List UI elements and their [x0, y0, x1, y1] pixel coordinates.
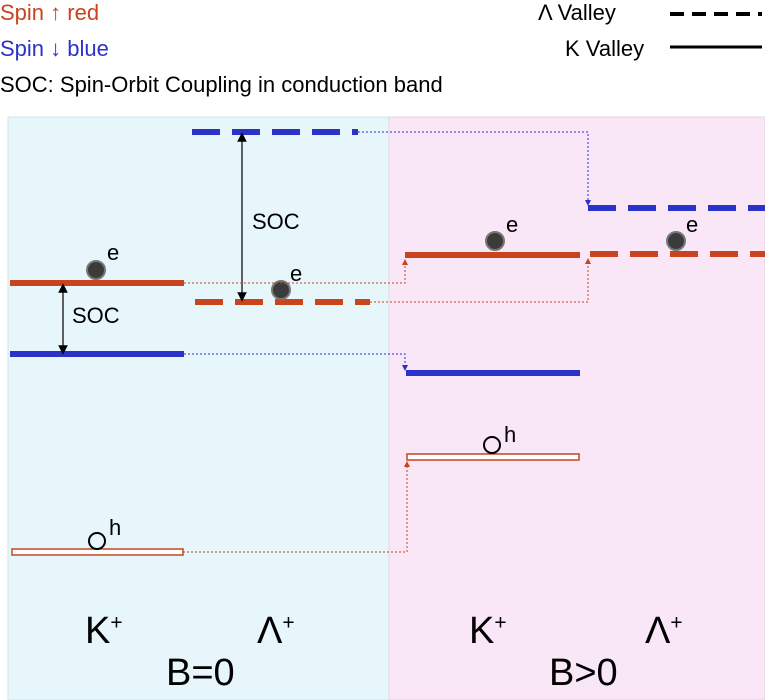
panel-label-b0: B=0: [166, 652, 235, 694]
legend-spin-down: Spin ↓ blue: [0, 36, 109, 61]
hole-label-k-bpos: h: [504, 422, 517, 447]
legend-lambda-valley: Λ Valley: [538, 0, 616, 25]
hole-k-bpos: [483, 436, 501, 454]
k-hole-level-b: [406, 453, 580, 461]
legend-spin-up: Spin ↑ red: [0, 0, 100, 25]
electron-label-lambda-bpos: e: [686, 212, 699, 237]
panel-bpos: [388, 116, 765, 700]
hole-k-b0: [88, 532, 106, 550]
electron-k-b0: [86, 260, 106, 280]
legend-k-valley: K Valley: [565, 36, 645, 61]
shift-k-spin-up: [184, 259, 408, 284]
electron-lambda-bpos: [666, 231, 686, 251]
shift-k-spin-down: [184, 353, 408, 371]
electron-label-k-b0: e: [107, 240, 120, 265]
panel-label-bpos: B>0: [549, 652, 618, 694]
hole-label-k-b0: h: [109, 515, 122, 540]
shift-lambda-spin-down: [358, 131, 591, 206]
panel-b0: [7, 116, 390, 700]
shift-k-hole: [183, 461, 410, 553]
valley-k-right: K+: [469, 610, 507, 652]
shift-lambda-spin-up: [370, 258, 591, 303]
electron-k-bpos: [485, 231, 505, 251]
electron-label-k-bpos: e: [506, 212, 519, 237]
electron-label-lambda-b0: e: [290, 261, 303, 286]
valley-lambda-right: Λ+: [645, 610, 683, 652]
electron-lambda-b0: [271, 280, 291, 300]
legend-soc-note: SOC: Spin-Orbit Coupling in conduction b…: [0, 72, 443, 97]
valley-k-left: K+: [85, 610, 123, 652]
soc-label-lambda: SOC: [252, 209, 300, 234]
soc-label-k: SOC: [72, 303, 120, 328]
valley-lambda-left: Λ+: [257, 610, 295, 652]
